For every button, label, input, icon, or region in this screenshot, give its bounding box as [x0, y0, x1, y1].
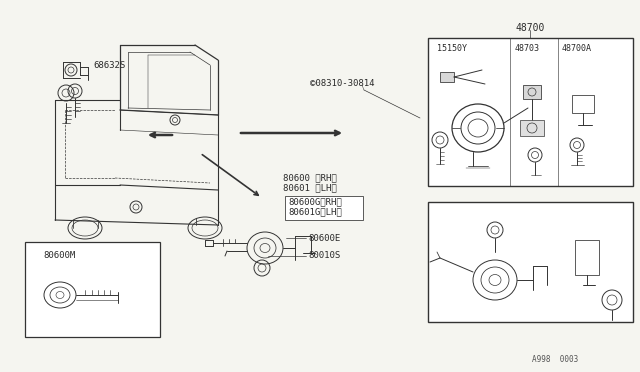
Bar: [25, 242, 160, 337]
Text: ©08310-30814: ©08310-30814: [310, 78, 374, 87]
Text: 80600G〈RH〉: 80600G〈RH〉: [288, 198, 342, 206]
Text: 80600E: 80600E: [308, 234, 340, 243]
Bar: [440, 72, 454, 82]
Bar: [428, 202, 633, 322]
Text: A998  0003: A998 0003: [532, 355, 578, 364]
Text: 80601 〈LH〉: 80601 〈LH〉: [283, 183, 337, 192]
Bar: [572, 95, 594, 113]
Text: 48703: 48703: [515, 44, 540, 52]
Bar: [285, 196, 363, 220]
Text: 68632S: 68632S: [93, 61, 125, 70]
Text: 15150Y: 15150Y: [437, 44, 467, 52]
Text: 80600M: 80600M: [44, 250, 76, 260]
Text: 48700: 48700: [515, 23, 545, 33]
Bar: [428, 38, 633, 186]
Text: 80601G〈LH〉: 80601G〈LH〉: [288, 208, 342, 217]
Bar: [520, 120, 544, 136]
Text: 80010S: 80010S: [308, 251, 340, 260]
Text: 80600 〈RH〉: 80600 〈RH〉: [283, 173, 337, 183]
Text: 48700A: 48700A: [562, 44, 592, 52]
Bar: [523, 85, 541, 99]
Bar: [575, 240, 599, 275]
